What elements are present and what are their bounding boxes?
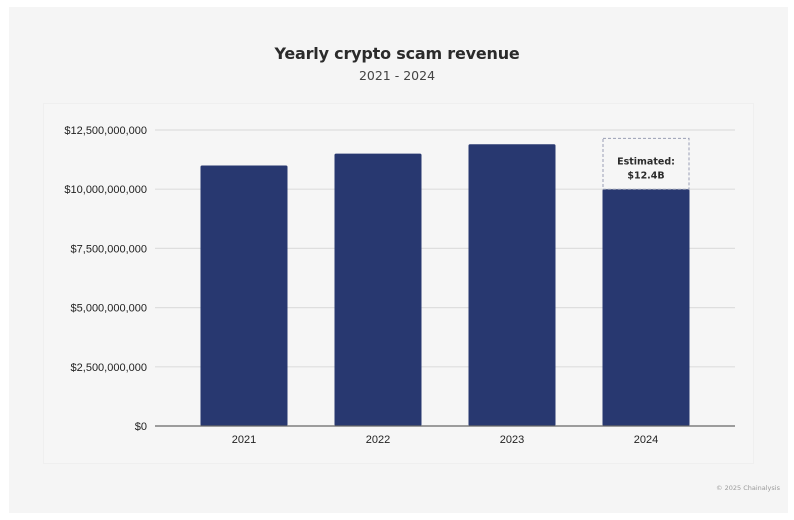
bars bbox=[200, 144, 690, 426]
bar-2022 bbox=[334, 153, 422, 426]
copyright-footer: © 2025 Chainalysis bbox=[716, 484, 780, 492]
bar-2021 bbox=[200, 165, 288, 426]
y-axis-ticks: $0 $2,500,000,000 $5,000,000,000 $7,500,000… bbox=[64, 125, 147, 433]
estimate-box bbox=[602, 137, 690, 190]
y-tick-label: $12,500,000,000 bbox=[64, 125, 147, 137]
bar-2024 bbox=[602, 189, 690, 426]
annotation: Estimated: $12.4B bbox=[602, 137, 690, 190]
y-tick-label: $5,000,000,000 bbox=[71, 303, 147, 315]
y-tick-label: $2,500,000,000 bbox=[71, 362, 147, 374]
x-axis-ticks: 2021 2022 2023 2024 bbox=[232, 434, 658, 446]
chart-title: Yearly crypto scam revenue bbox=[274, 44, 520, 63]
y-tick-label: $10,000,000,000 bbox=[64, 184, 147, 196]
bar-2023 bbox=[468, 144, 556, 426]
estimate-label: Estimated: bbox=[617, 156, 675, 167]
x-tick-label: 2022 bbox=[366, 434, 390, 446]
x-tick-label: 2024 bbox=[634, 434, 658, 446]
x-tick-label: 2021 bbox=[232, 434, 256, 446]
chart-subtitle: 2021 - 2024 bbox=[358, 68, 436, 83]
estimate-value: $12.4B bbox=[627, 170, 664, 181]
y-tick-label: $0 bbox=[135, 421, 147, 433]
x-tick-label: 2023 bbox=[500, 434, 524, 446]
y-tick-label: $7,500,000,000 bbox=[71, 243, 147, 255]
